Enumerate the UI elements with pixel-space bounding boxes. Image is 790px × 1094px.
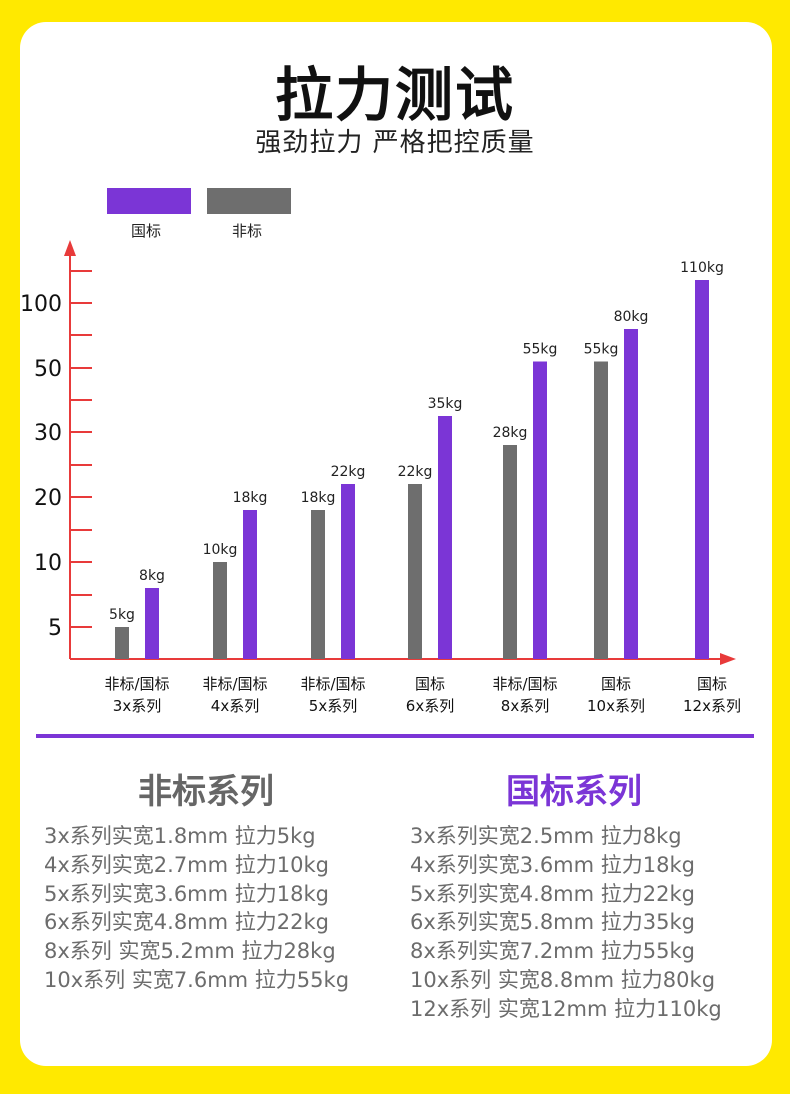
x-tick-label: 6x系列 (406, 697, 454, 715)
y-tick-label: 5 (48, 616, 62, 641)
x-tick-label: 非标/国标 (492, 675, 557, 693)
nonstandard-bar (213, 562, 227, 659)
page-title: 拉力测试 (274, 61, 515, 129)
x-tick-label: 3x系列 (113, 697, 161, 715)
bar-value-label: 110kg (680, 260, 724, 276)
legend-swatch-nonstandard (207, 188, 291, 214)
bar-value-label: 35kg (428, 396, 463, 412)
standard-bar (533, 361, 547, 659)
y-tick-label: 10 (34, 551, 62, 576)
x-tick-label: 国标 (601, 675, 631, 693)
nonstandard-bar (115, 627, 129, 659)
bar-value-label: 80kg (614, 309, 649, 325)
bar-value-label: 28kg (493, 425, 528, 441)
list-item: 5x系列实宽4.8mm 拉力22kg (410, 881, 695, 906)
x-tick-label: 非标/国标 (202, 675, 267, 693)
x-tick-label: 非标/国标 (300, 675, 365, 693)
pull-test-chart: 5 10 20 30 50 100 5kg 8kg 非标/国标 3x系列 10kg 18kg 非标/国标… (20, 240, 741, 715)
bar-value-label: 55kg (523, 342, 558, 358)
x-tick-label: 4x系列 (211, 697, 259, 715)
y-tick-label: 50 (34, 357, 62, 382)
bar-value-label: 5kg (109, 607, 135, 623)
list-item: 6x系列实宽4.8mm 拉力22kg (44, 910, 329, 935)
x-tick-label: 国标 (697, 675, 727, 693)
standard-bar (695, 280, 709, 659)
list-item: 8x系列 实宽5.2mm 拉力28kg (44, 939, 336, 964)
nonstandard-bar (311, 510, 325, 659)
nonstandard-spec-list: 3x系列实宽1.8mm 拉力5kg 4x系列实宽2.7mm 拉力10kg 5x系… (44, 822, 349, 995)
list-item: 8x系列实宽7.2mm 拉力55kg (410, 939, 695, 964)
nonstandard-section-title: 非标系列 (138, 772, 274, 812)
x-tick-label: 12x系列 (683, 697, 741, 715)
x-tick-label: 8x系列 (501, 697, 549, 715)
standard-section-title: 国标系列 (506, 772, 642, 812)
legend-label-nonstandard: 非标 (232, 222, 263, 240)
list-item: 3x系列实宽2.5mm 拉力8kg (410, 824, 682, 848)
y-axis-arrow-icon (64, 240, 76, 256)
legend-swatch-standard (107, 188, 191, 214)
bar-value-label: 8kg (139, 568, 165, 584)
bar-value-label: 18kg (301, 490, 336, 506)
x-tick-label: 5x系列 (309, 697, 357, 715)
x-tick-label: 非标/国标 (104, 675, 169, 693)
y-tick-label: 100 (20, 292, 62, 317)
bar-value-label: 22kg (331, 464, 366, 480)
bar-value-label: 22kg (398, 464, 433, 480)
nonstandard-bar (594, 361, 608, 659)
standard-spec-list: 3x系列实宽2.5mm 拉力8kg 4x系列实宽3.6mm 拉力18kg 5x系… (410, 822, 722, 1024)
standard-bar (438, 416, 452, 659)
list-item: 10x系列 实宽7.6mm 拉力55kg (44, 967, 350, 992)
standard-bar (341, 484, 355, 659)
list-item: 3x系列实宽1.8mm 拉力5kg (44, 824, 316, 848)
page-subtitle: 强劲拉力 严格把控质量 (255, 128, 535, 158)
nonstandard-bar (503, 445, 517, 659)
y-tick-label: 30 (34, 421, 62, 446)
legend-label-standard: 国标 (131, 222, 162, 240)
x-tick-label: 10x系列 (587, 697, 645, 715)
list-item: 4x系列实宽2.7mm 拉力10kg (44, 852, 329, 877)
nonstandard-bar (408, 484, 422, 659)
standard-bar (624, 329, 638, 659)
list-item: 12x系列 实宽12mm 拉力110kg (410, 996, 722, 1021)
list-item: 4x系列实宽3.6mm 拉力18kg (410, 852, 695, 877)
section-divider (36, 734, 754, 738)
standard-bar (243, 510, 257, 659)
list-item: 5x系列实宽3.6mm 拉力18kg (44, 881, 329, 906)
standard-bar (145, 588, 159, 659)
x-tick-label: 国标 (415, 675, 445, 693)
bar-value-label: 55kg (584, 342, 619, 358)
x-axis-arrow-icon (720, 653, 736, 665)
bar-value-label: 18kg (233, 490, 268, 506)
y-tick-label: 20 (34, 486, 62, 511)
list-item: 6x系列实宽5.8mm 拉力35kg (410, 910, 695, 935)
list-item: 10x系列 实宽8.8mm 拉力80kg (410, 967, 716, 992)
bar-value-label: 10kg (203, 542, 238, 558)
